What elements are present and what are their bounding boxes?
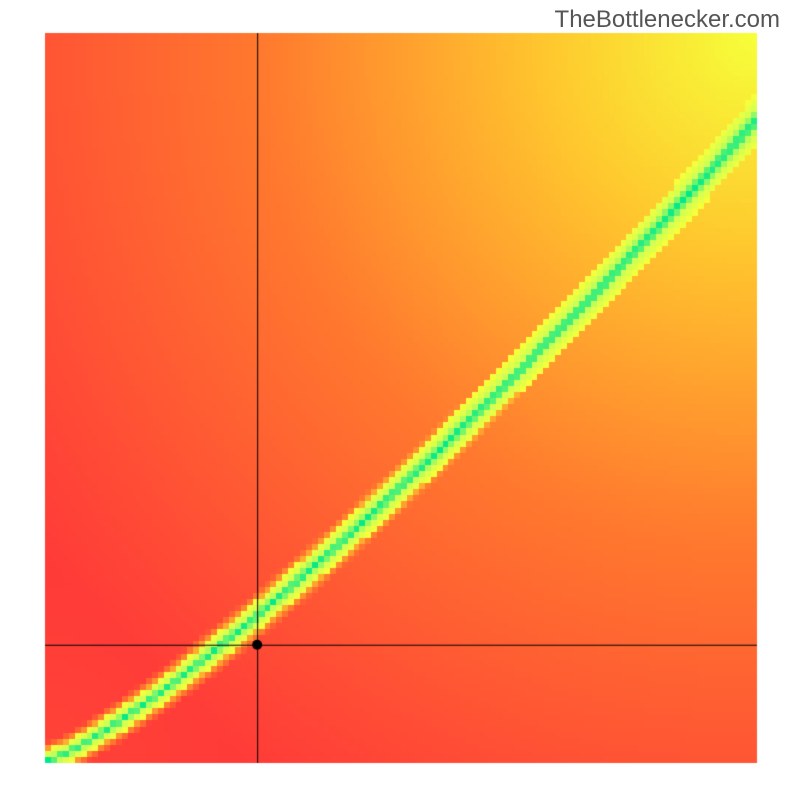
chart-container: TheBottlenecker.com: [0, 0, 800, 800]
watermark-text: TheBottlenecker.com: [555, 6, 780, 34]
heatmap-canvas: [0, 0, 800, 800]
